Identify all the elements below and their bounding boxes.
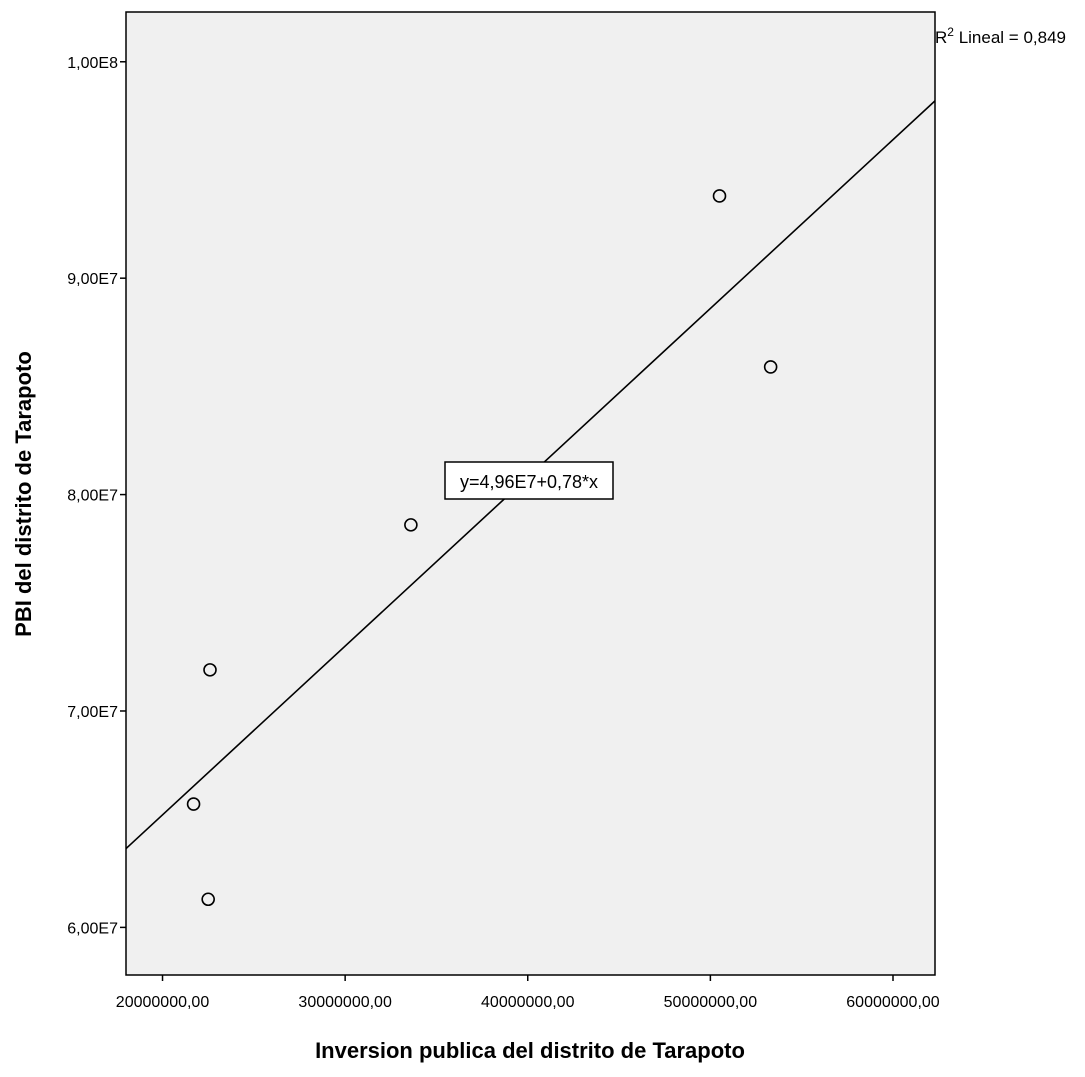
r-squared-prefix: R xyxy=(935,28,947,47)
fit-equation-text: y=4,96E7+0,78*x xyxy=(460,472,598,492)
data-point xyxy=(712,189,727,203)
data-point xyxy=(763,360,778,374)
x-tick-label: 60000000,00 xyxy=(846,994,940,1011)
r-squared-sup: 2 xyxy=(947,25,954,39)
y-tick-label: 9,00E7 xyxy=(67,271,118,288)
x-tick-label: 20000000,00 xyxy=(116,994,210,1011)
y-axis-title: PBI del distrito de Tarapoto xyxy=(11,351,36,637)
r-squared-value: Lineal = 0,849 xyxy=(954,28,1066,47)
y-tick-label: 1,00E8 xyxy=(67,55,118,72)
data-point xyxy=(203,663,217,677)
y-tick-label: 7,00E7 xyxy=(67,704,118,721)
data-point xyxy=(404,518,418,532)
x-axis-title: Inversion publica del distrito de Tarapo… xyxy=(315,1038,745,1063)
y-tick-label: 6,00E7 xyxy=(67,920,118,937)
r-squared-label: R2 Lineal = 0,849 xyxy=(935,25,1066,47)
fit-equation-label: y=4,96E7+0,78*x xyxy=(444,461,614,500)
x-tick-label: 30000000,00 xyxy=(298,994,392,1011)
fit-equation-box xyxy=(444,461,614,500)
y-tick-label: 8,00E7 xyxy=(67,488,118,505)
x-tick-label: 50000000,00 xyxy=(664,994,758,1011)
data-point xyxy=(186,797,201,811)
x-tick-label: 40000000,00 xyxy=(481,994,575,1011)
data-point xyxy=(201,892,215,907)
